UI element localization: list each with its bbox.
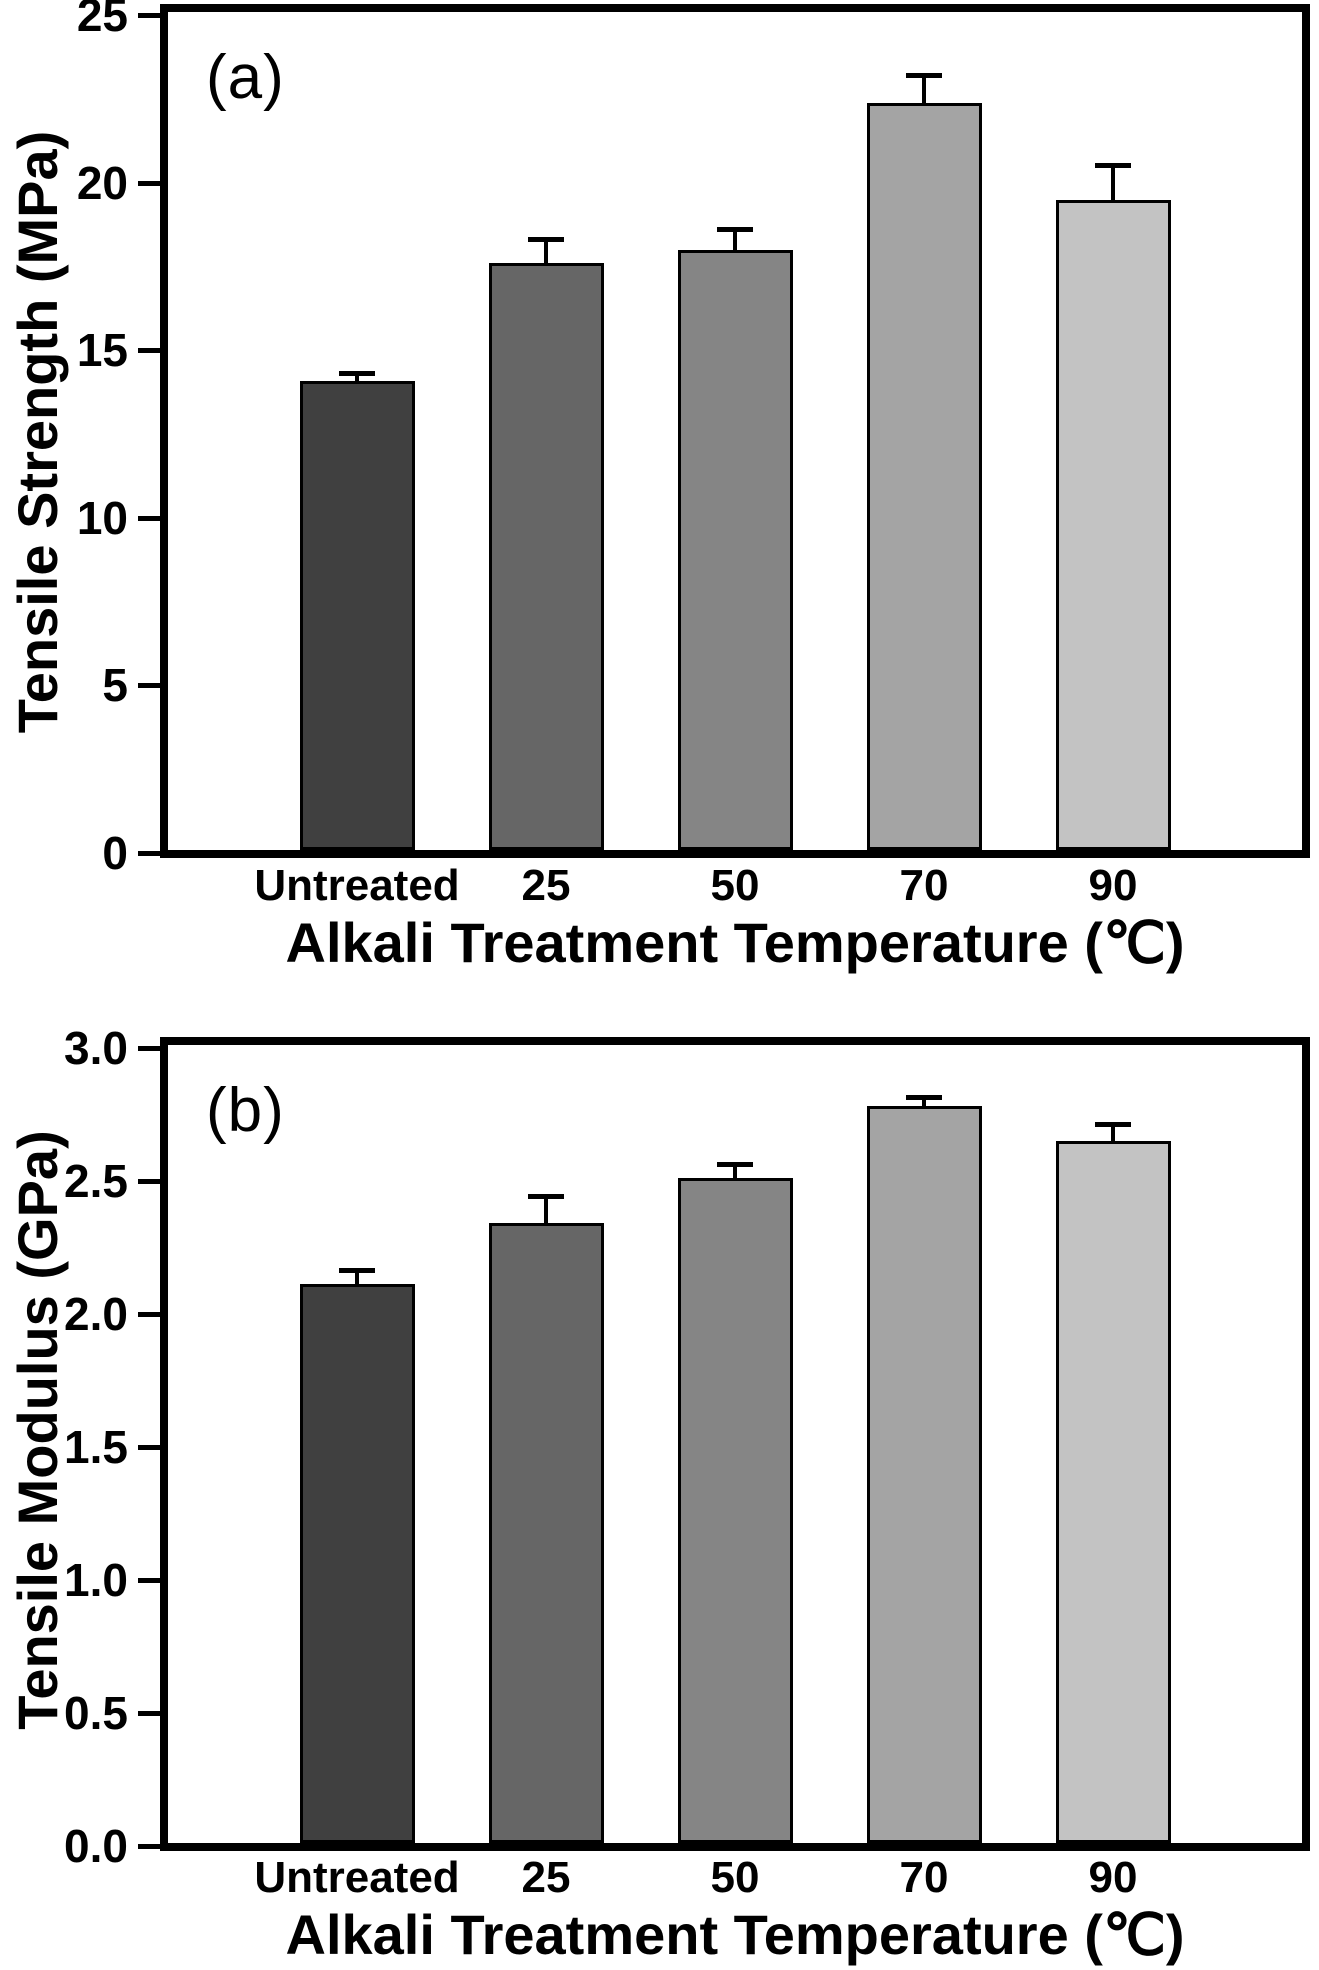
x-axis-title-a: Alkali Treatment Temperature (℃) [285,911,1185,974]
error-bar-cap-25 [528,236,564,242]
y-tick [138,683,160,689]
error-bar-stem-50 [733,229,737,250]
y-tick-label: 2.5 [64,1155,128,1207]
error-bar-stem-70 [922,75,926,103]
error-bar-cap-90 [1095,163,1131,169]
y-tick-label: 1.0 [64,1554,128,1606]
panel-label-b: (b) [206,1076,285,1145]
error-bar-stem-untreated [355,374,359,381]
bar-70 [866,102,982,850]
y-tick [138,1844,160,1849]
y-tick-label: 0.5 [64,1687,128,1739]
y-tick-label: 2.0 [64,1288,128,1340]
error-bar-cap-70 [906,72,942,78]
y-tick [138,1711,160,1716]
y-tick-label: 3.0 [64,1022,128,1074]
x-tick-label-untreated: Untreated [254,1853,460,1902]
x-tick-label-70: 70 [899,861,949,910]
y-tick-label: 20 [76,156,128,209]
y-tick-label: 0.0 [64,1820,128,1872]
x-tick-label-90: 90 [1088,1853,1138,1902]
x-tick-label-50: 50 [710,1853,760,1902]
bar-90 [1055,199,1171,850]
x-tick-label-25: 25 [521,1853,571,1902]
x-axis-title-b: Alkali Treatment Temperature (℃) [285,1903,1185,1966]
y-axis-title-a: Tensile Strength (MPa) [6,130,69,734]
error-bar-stem-90 [1111,166,1115,200]
plot-area-b: (b) [160,1037,1310,1851]
panel-label-a: (a) [206,43,285,112]
error-bar-cap-untreated [339,371,375,377]
error-bar-cap-90 [1095,1121,1131,1127]
error-bar-stem-25 [544,239,548,264]
x-tick-label-25: 25 [521,861,571,910]
error-bar-cap-untreated [339,1268,375,1274]
y-tick [138,1046,160,1051]
error-bar-stem-untreated [355,1271,359,1285]
y-tick [138,1578,160,1583]
y-tick [138,1179,160,1184]
bar-70 [866,1106,982,1843]
y-tick-label: 1.5 [64,1421,128,1473]
bar-untreated [299,380,415,850]
bar-50 [677,250,793,850]
error-bar-cap-50 [717,226,753,232]
y-tick-label: 15 [76,324,128,377]
error-bar-cap-25 [528,1193,564,1199]
y-tick [138,515,160,521]
x-tick-label-90: 90 [1088,861,1138,910]
y-tick [138,180,160,186]
error-bar-cap-50 [717,1161,753,1167]
error-bar-stem-50 [733,1164,737,1178]
bar-25 [488,263,604,850]
error-bar-cap-70 [906,1095,942,1101]
x-tick-label-70: 70 [899,1853,949,1902]
error-bar-stem-90 [1111,1124,1115,1141]
y-tick [138,348,160,354]
y-tick [138,13,160,18]
error-bar-stem-70 [922,1098,926,1107]
error-bar-stem-25 [544,1196,548,1224]
x-tick-label-50: 50 [710,861,760,910]
y-tick [138,1312,160,1317]
bar-90 [1055,1140,1171,1843]
bar-50 [677,1178,793,1843]
y-tick [138,1445,160,1450]
y-tick [138,851,160,856]
bar-untreated [299,1284,415,1843]
y-tick-label: 10 [76,491,128,544]
x-tick-label-untreated: Untreated [254,861,460,910]
plot-area-a: (a) [160,4,1310,858]
y-tick-label: 5 [102,659,128,712]
y-tick-label: 0 [102,827,128,879]
y-tick-label: 25 [76,0,128,41]
bar-25 [488,1223,604,1843]
